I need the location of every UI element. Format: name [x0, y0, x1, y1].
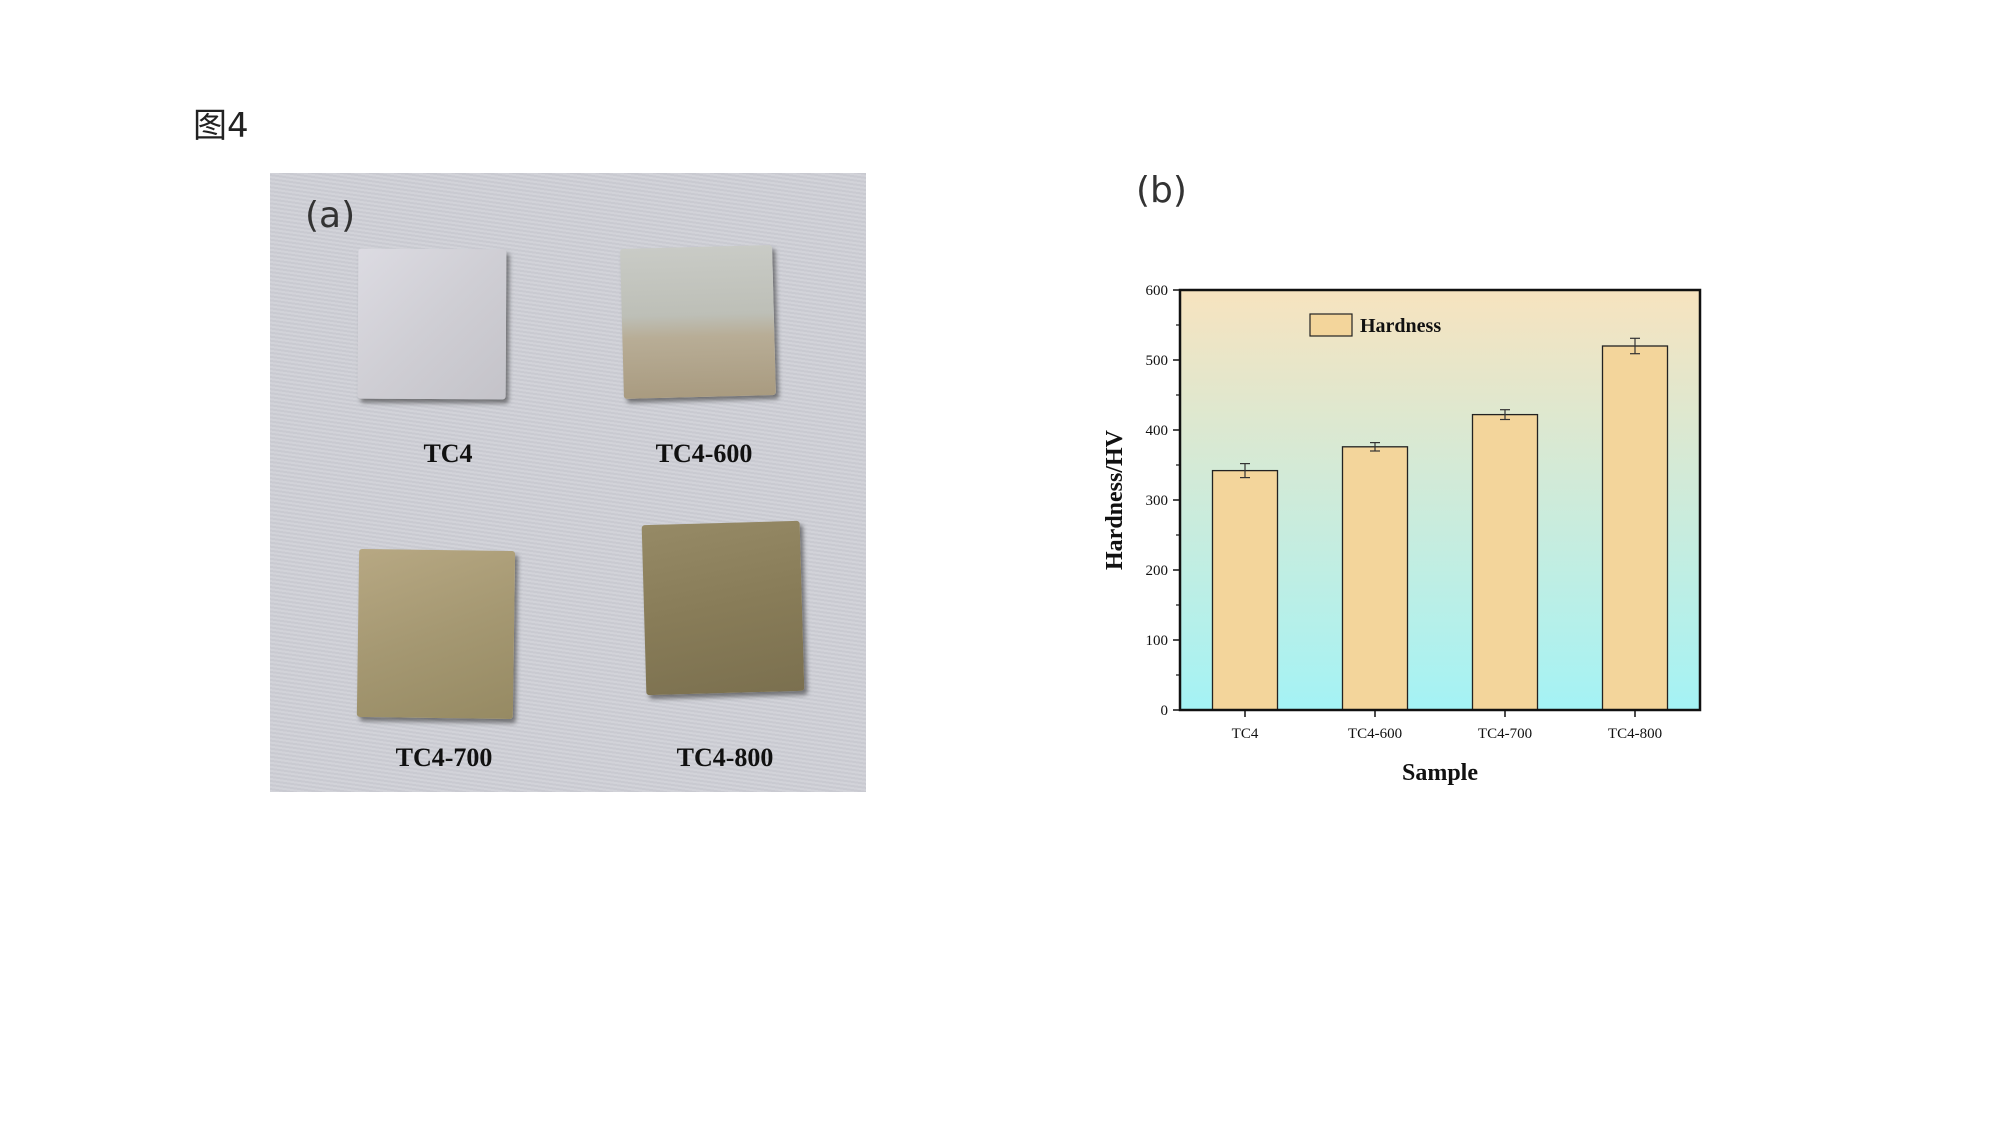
x-tick-label: TC4-700 [1478, 726, 1532, 742]
legend-swatch [1309, 313, 1353, 337]
x-tick-label: TC4-800 [1608, 726, 1662, 742]
sample-label-tc4-600: TC4-600 [655, 439, 753, 468]
sample-plate-tc4-800 [641, 520, 805, 696]
sample-plate-tc4 [357, 248, 507, 400]
sample-photo: (a) TC4 TC4-600 TC4-700 TC4-800 [270, 173, 866, 792]
figure-label: 图4 [193, 106, 249, 146]
y-tick-label: 200 [1146, 563, 1169, 579]
y-tick-label: 100 [1146, 633, 1169, 649]
panel-a-tag: (a) [305, 195, 356, 236]
hardness-bar-chart: (b) 0 100 200 300 400 500 600 TC4 TC4-600 TC4-70… [1102, 170, 1702, 786]
bar-tc4-600 [1341, 446, 1409, 711]
y-tick-label: 500 [1146, 353, 1169, 369]
x-tick-label: TC4-600 [1348, 726, 1402, 742]
y-tick-label: 0 [1161, 703, 1169, 719]
bar-tc4 [1211, 469, 1279, 711]
sample-label-tc4-800: TC4-800 [676, 743, 774, 772]
bar-tc4-700 [1471, 413, 1539, 711]
bar-tc4-800 [1601, 345, 1669, 711]
sample-plate-tc4-700 [356, 548, 516, 720]
y-tick-label: 400 [1146, 423, 1169, 439]
panel-b-tag: (b) [1136, 170, 1187, 211]
y-tick-label: 600 [1146, 283, 1169, 299]
x-axis-label: Sample [1402, 760, 1478, 786]
sample-plate-tc4-600 [620, 245, 776, 399]
legend-label: Hardness [1360, 315, 1441, 337]
y-tick-label: 300 [1146, 493, 1169, 509]
sample-label-tc4: TC4 [423, 439, 473, 468]
y-axis-label: Hardness/HV [1102, 429, 1128, 570]
sample-label-tc4-700: TC4-700 [395, 743, 493, 772]
x-tick-label: TC4 [1232, 726, 1259, 742]
